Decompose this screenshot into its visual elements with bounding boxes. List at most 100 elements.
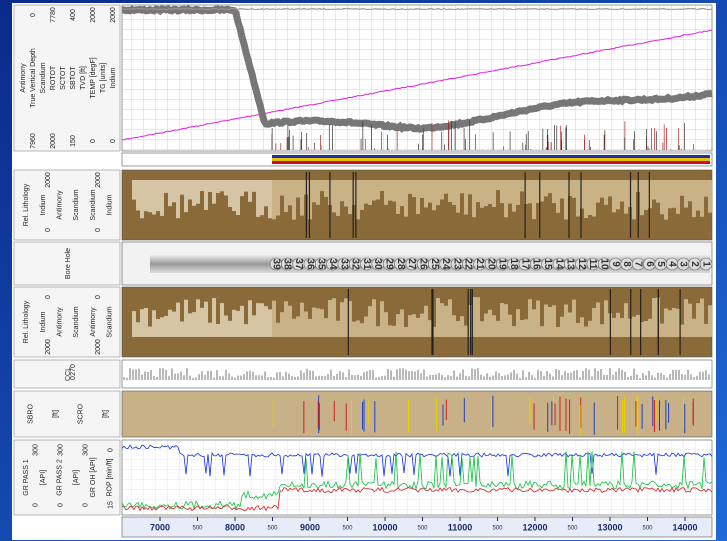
lithology-fill [676,308,680,337]
lithology-fill [272,180,276,220]
lithology-fill [480,180,484,208]
bore-hole-number: 4 [666,261,677,267]
lithology-fill [372,299,376,337]
lithology-fill [700,298,704,337]
track-label: Scandium [73,306,80,337]
lithology-fill [648,180,652,209]
lithology-fill [580,317,584,337]
lithology-fill [404,326,408,337]
lithology-fill [284,301,288,337]
track-label: Indium [40,311,47,332]
lithology-fill [256,180,260,217]
lithology-fill [548,180,552,194]
lithology-fill [604,300,608,337]
depth-axis [121,516,713,538]
lithology-fill [264,180,268,207]
scale-label: 0 [90,139,97,143]
bore-hole-number: 5 [655,261,666,267]
lithology-fill [476,297,480,337]
lithology-fill [488,180,492,204]
lithology-fill [276,180,280,216]
track-label: TEMP [degF] [90,57,97,98]
scale-label: 0 [57,503,64,507]
scale-label: 0 [30,13,37,17]
track-label: Antimony [20,63,27,93]
track-label: [ft] [52,410,59,418]
lithology-fill [352,321,356,337]
lithology-fill [184,180,188,213]
lithology-fill [332,298,336,337]
lithology-fill [368,306,372,337]
scale-label: 2000 [45,172,52,188]
lithology-fill [392,325,396,337]
lithology-fill [636,314,640,337]
lithology-fill [348,180,352,215]
lithology-fill [172,311,176,337]
lithology-fill [376,180,380,200]
lithology-fill [604,180,608,205]
lithology-fill [440,303,444,337]
bore-hole-number: 2 [689,261,700,267]
lithology-fill [464,180,468,215]
lithology-fill [192,312,196,337]
lithology-fill [340,180,344,202]
bore-hole-number: 30 [372,258,383,270]
lithology-fill [684,180,688,208]
lithology-fill [168,309,172,337]
lithology-fill [180,321,184,337]
lithology-fill [684,299,688,337]
lithology-fill [224,180,228,196]
lithology-fill [708,180,712,213]
lithology-fill [280,180,284,196]
bore-hole-number: 14 [553,258,564,270]
lithology-fill [524,319,528,337]
lithology-fill [576,322,580,337]
lithology-fill [164,180,168,193]
lithology-fill [536,300,540,337]
lithology-fill [132,311,136,337]
track-label: CCL [65,367,72,381]
lithology-fill [344,180,348,207]
label-panel [13,169,121,241]
lithology-fill [536,180,540,204]
scale-label: 7780 [50,7,57,23]
lithology-fill [380,301,384,337]
lithology-fill [460,180,464,194]
track-label: ROTOT [50,65,57,90]
lithology-fill [228,180,232,207]
lithology-fill [660,180,664,215]
lithology-fill [484,180,488,207]
lithology-fill [336,180,340,216]
track-label: GR PASS 2 [57,459,64,496]
lithology-fill [136,180,140,211]
lithology-fill [616,180,620,210]
lithology-fill [688,303,692,337]
lithology-fill [244,324,248,337]
lithology-fill [480,321,484,337]
bore-hole-number: 11 [587,259,598,270]
lithology-fill [152,180,156,215]
scale-label: 0 [45,295,52,299]
track-label: SBRO [27,404,34,424]
depth-label: 500 [567,526,578,532]
lithology-fill [424,305,428,337]
bore-hole-number: 37 [293,258,304,270]
lithology-fill [292,318,296,337]
scale-label: 2000 [50,133,57,149]
lithology-fill [312,307,316,337]
lithology-fill [492,180,496,207]
lithology-fill [428,320,432,337]
lithology-fill [320,180,324,192]
lithology-fill [368,180,372,205]
depth-label: 13000 [597,522,622,532]
lithology-fill [268,180,272,219]
depth-label: 7000 [150,522,170,532]
lithology-fill [572,299,576,337]
lithology-fill [456,321,460,337]
scale-label: 15 [107,501,114,509]
scale-label: 2000 [90,7,97,23]
lithology-fill [168,180,172,207]
lithology-fill [228,320,232,337]
lithology-fill [600,324,604,337]
lithology-fill [292,180,296,220]
